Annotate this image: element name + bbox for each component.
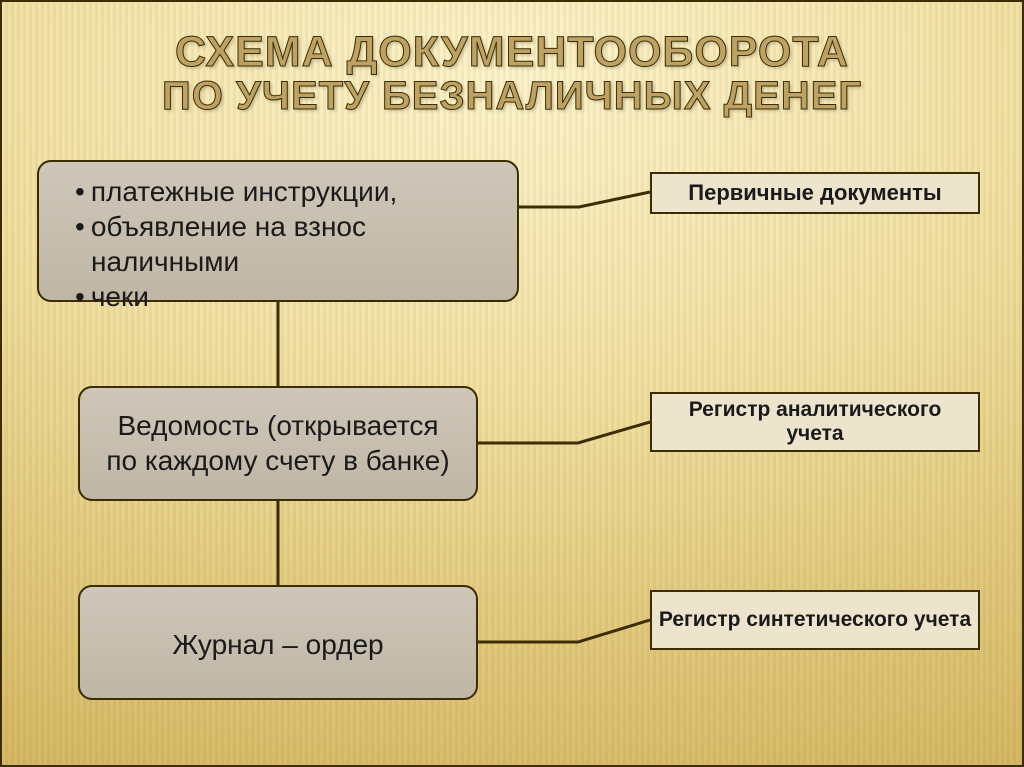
box2-line-1: Ведомость (открывается [90, 408, 466, 443]
slide-title: Схема документооборота по учету безналич… [2, 30, 1022, 117]
box1-item-2: объявление на взнос наличными [75, 209, 503, 279]
box3-text: Журнал – ордер [90, 627, 466, 662]
label-text-2: Регистр аналитического учета [658, 398, 972, 446]
flow-box-3: Журнал – ордер [78, 585, 478, 700]
label-box-1: Первичные документы [650, 172, 980, 214]
box2-line-2: по каждому счету в банке) [90, 443, 466, 478]
flow-box-1: платежные инструкции, объявление на взно… [37, 160, 519, 302]
leader-line-1 [519, 192, 650, 207]
title-line-1: Схема документооборота [2, 30, 1022, 75]
slide: Схема документооборота по учету безналич… [0, 0, 1024, 767]
box1-item-3: чеки [75, 279, 503, 314]
label-box-3: Регистр синтетического учета [650, 590, 980, 650]
label-box-2: Регистр аналитического учета [650, 392, 980, 452]
label-text-1: Первичные документы [688, 180, 941, 205]
box1-item-1: платежные инструкции, [75, 174, 503, 209]
leader-line-2 [478, 422, 650, 443]
leader-line-3 [478, 620, 650, 642]
label-text-3: Регистр синтетического учета [659, 608, 971, 632]
flow-box-2: Ведомость (открывается по каждому счету … [78, 386, 478, 501]
title-line-2: по учету безналичных денег [2, 75, 1022, 117]
